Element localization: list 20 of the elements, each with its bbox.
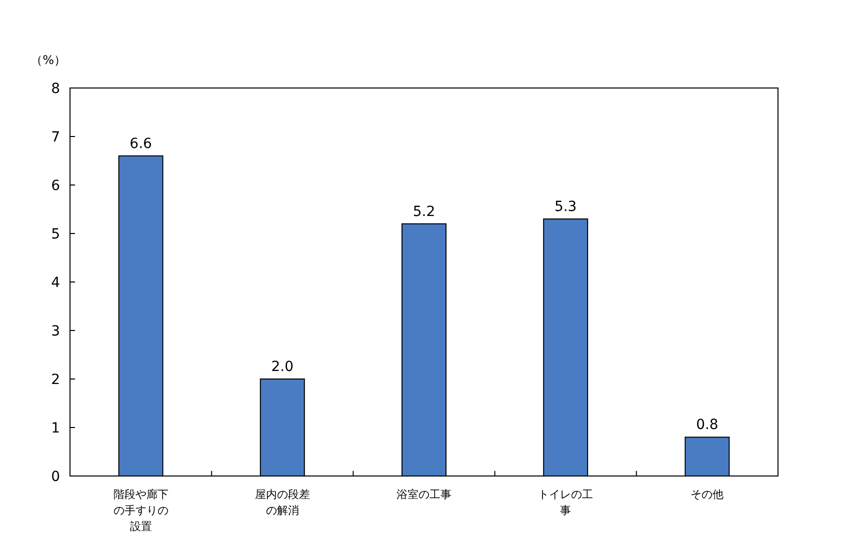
x-tick-label: 屋内の段差の解消 (254, 488, 310, 517)
data-label: 6.6 (130, 136, 152, 152)
x-tick-label: 浴室の工事 (396, 488, 452, 501)
x-tick-label: トイレの工事 (538, 488, 594, 517)
x-tick-label: その他 (690, 488, 724, 501)
y-tick-label: 6 (51, 178, 60, 194)
y-tick-label: 7 (51, 130, 60, 146)
data-label: 0.8 (696, 417, 718, 434)
y-tick-label: 0 (51, 469, 60, 485)
y-axis-title: （%） (30, 53, 66, 67)
y-tick-label: 3 (51, 324, 60, 340)
y-tick-label: 8 (51, 81, 60, 97)
y-tick-label: 2 (51, 372, 60, 388)
x-tick-label: 階段や廊下の手すりの設置 (113, 488, 168, 533)
data-label: 2.0 (271, 359, 294, 375)
y-tick-label: 5 (51, 226, 60, 242)
data-label: 5.3 (554, 198, 577, 215)
y-tick-label: 4 (51, 275, 60, 291)
data-label: 5.2 (412, 204, 436, 220)
y-tick-label: 1 (51, 420, 60, 436)
